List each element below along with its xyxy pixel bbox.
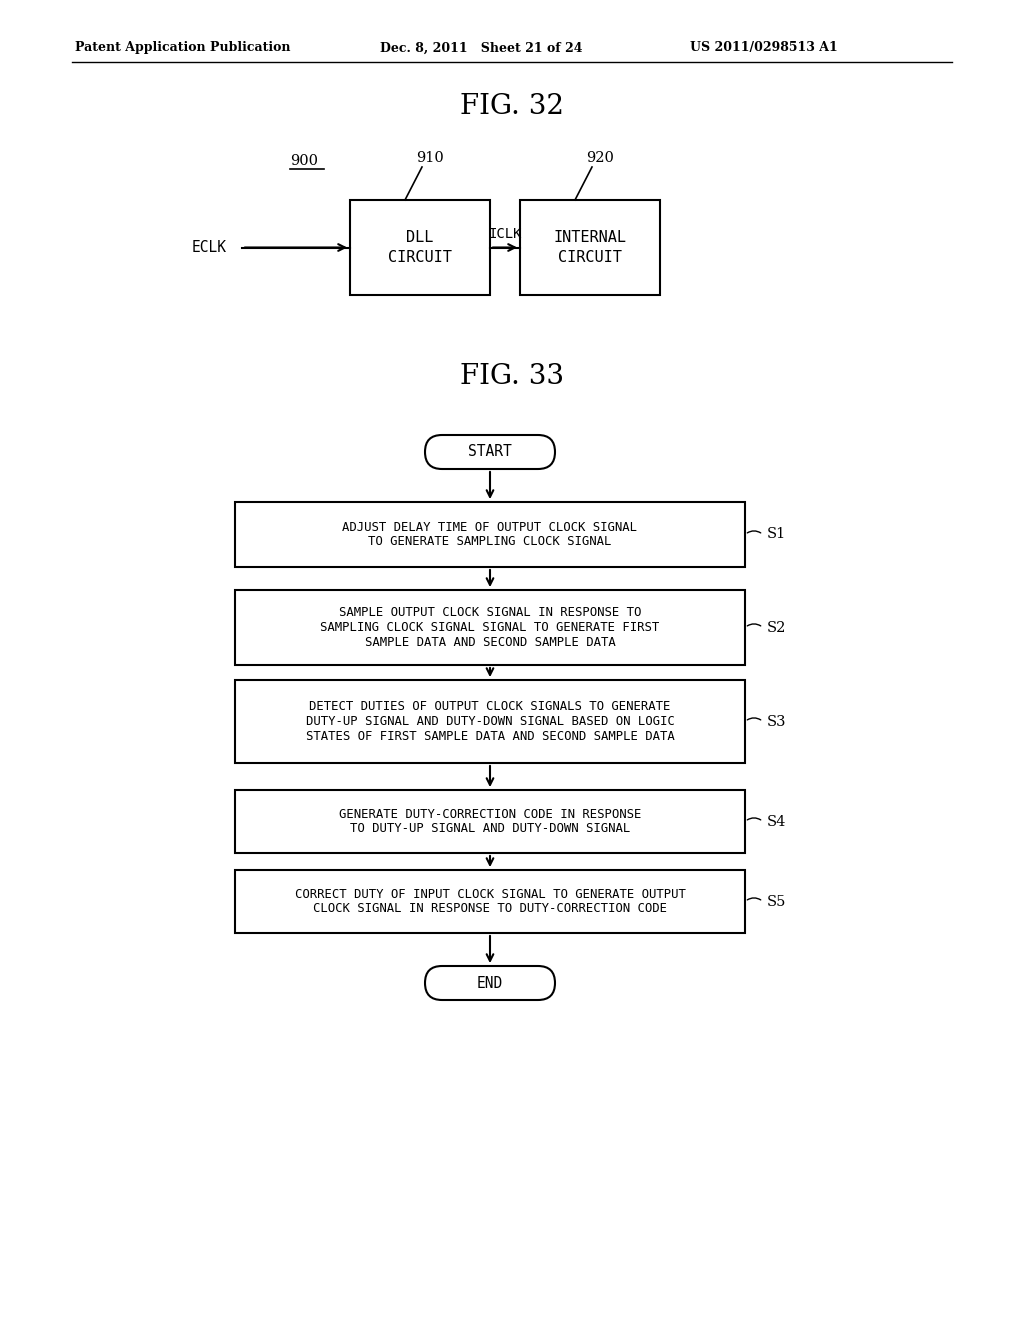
- Text: 900: 900: [290, 154, 318, 168]
- Text: CORRECT DUTY OF INPUT CLOCK SIGNAL TO GENERATE OUTPUT: CORRECT DUTY OF INPUT CLOCK SIGNAL TO GE…: [295, 888, 685, 900]
- Text: DLL: DLL: [407, 230, 434, 246]
- Text: S4: S4: [767, 814, 786, 829]
- Text: CIRCUIT: CIRCUIT: [558, 249, 622, 265]
- Text: TO GENERATE SAMPLING CLOCK SIGNAL: TO GENERATE SAMPLING CLOCK SIGNAL: [369, 535, 611, 548]
- Text: SAMPLE DATA AND SECOND SAMPLE DATA: SAMPLE DATA AND SECOND SAMPLE DATA: [365, 635, 615, 648]
- Text: S1: S1: [767, 528, 786, 541]
- Text: END: END: [477, 975, 503, 990]
- Text: INTERNAL: INTERNAL: [554, 230, 627, 246]
- Text: S5: S5: [767, 895, 786, 908]
- Text: US 2011/0298513 A1: US 2011/0298513 A1: [690, 41, 838, 54]
- Text: DETECT DUTIES OF OUTPUT CLOCK SIGNALS TO GENERATE: DETECT DUTIES OF OUTPUT CLOCK SIGNALS TO…: [309, 701, 671, 714]
- Text: SAMPLE OUTPUT CLOCK SIGNAL IN RESPONSE TO: SAMPLE OUTPUT CLOCK SIGNAL IN RESPONSE T…: [339, 606, 641, 619]
- Text: 920: 920: [586, 150, 614, 165]
- FancyBboxPatch shape: [425, 966, 555, 1001]
- Bar: [234, 590, 745, 665]
- Text: FIG. 32: FIG. 32: [460, 94, 564, 120]
- Bar: [234, 789, 745, 853]
- Bar: [234, 502, 745, 568]
- Text: Dec. 8, 2011   Sheet 21 of 24: Dec. 8, 2011 Sheet 21 of 24: [380, 41, 583, 54]
- Text: Patent Application Publication: Patent Application Publication: [75, 41, 291, 54]
- Text: S2: S2: [767, 620, 786, 635]
- Text: TO DUTY-UP SIGNAL AND DUTY-DOWN SIGNAL: TO DUTY-UP SIGNAL AND DUTY-DOWN SIGNAL: [350, 822, 630, 836]
- Bar: [234, 870, 745, 933]
- Text: SAMPLING CLOCK SIGNAL SIGNAL TO GENERATE FIRST: SAMPLING CLOCK SIGNAL SIGNAL TO GENERATE…: [321, 620, 659, 634]
- FancyBboxPatch shape: [425, 436, 555, 469]
- Text: GENERATE DUTY-CORRECTION CODE IN RESPONSE: GENERATE DUTY-CORRECTION CODE IN RESPONS…: [339, 808, 641, 821]
- Text: FIG. 33: FIG. 33: [460, 363, 564, 391]
- Text: STATES OF FIRST SAMPLE DATA AND SECOND SAMPLE DATA: STATES OF FIRST SAMPLE DATA AND SECOND S…: [305, 730, 675, 742]
- Bar: [520, 201, 660, 294]
- Text: DUTY-UP SIGNAL AND DUTY-DOWN SIGNAL BASED ON LOGIC: DUTY-UP SIGNAL AND DUTY-DOWN SIGNAL BASE…: [305, 715, 675, 729]
- Bar: [234, 680, 745, 763]
- Text: ADJUST DELAY TIME OF OUTPUT CLOCK SIGNAL: ADJUST DELAY TIME OF OUTPUT CLOCK SIGNAL: [342, 521, 638, 533]
- Bar: [350, 201, 490, 294]
- Text: ECLK: ECLK: [193, 240, 227, 255]
- Text: 910: 910: [416, 150, 443, 165]
- Text: CLOCK SIGNAL IN RESPONSE TO DUTY-CORRECTION CODE: CLOCK SIGNAL IN RESPONSE TO DUTY-CORRECT…: [313, 903, 667, 915]
- Text: ICLK: ICLK: [488, 227, 522, 242]
- Text: START: START: [468, 445, 512, 459]
- Text: S3: S3: [767, 714, 786, 729]
- Text: CIRCUIT: CIRCUIT: [388, 249, 452, 265]
